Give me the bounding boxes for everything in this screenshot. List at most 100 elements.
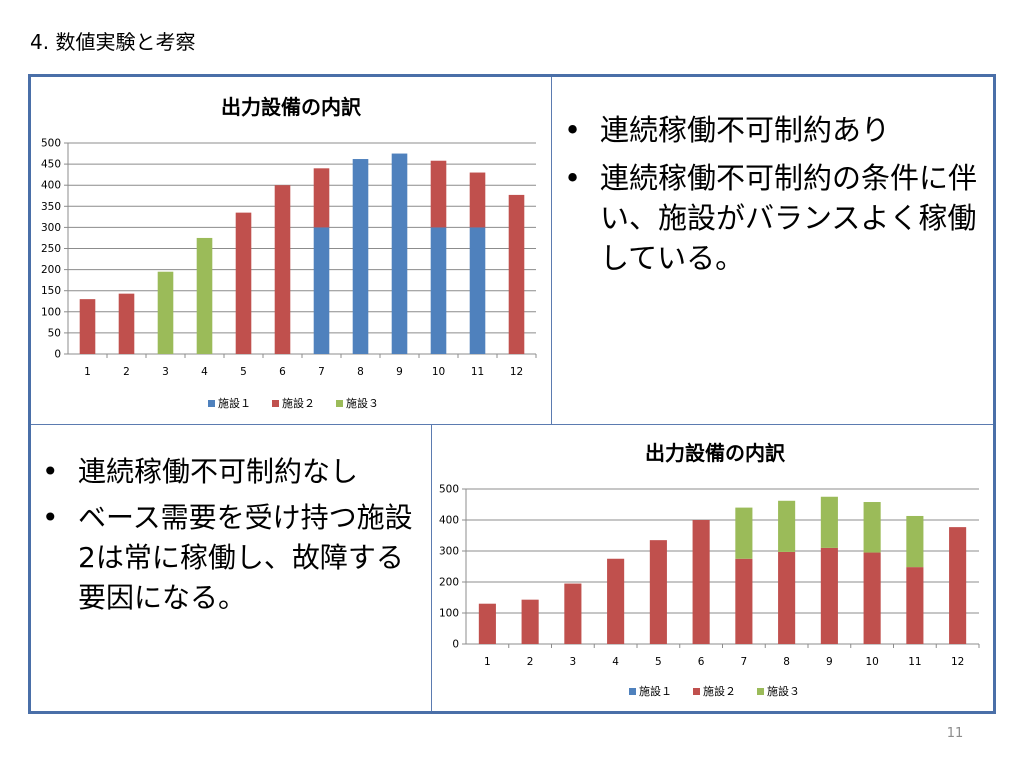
y-tick-label: 300	[439, 546, 459, 558]
y-tick-label: 100	[439, 608, 459, 620]
x-tick-label: 8	[783, 656, 790, 668]
x-tick-label: 6	[279, 366, 286, 378]
bar-segment	[352, 159, 369, 354]
bar-segment	[469, 227, 486, 354]
legend-label: 施設２	[703, 684, 736, 698]
x-tick-label: 2	[527, 656, 534, 668]
y-tick-label: 150	[41, 285, 61, 297]
x-tick-label: 7	[318, 366, 325, 378]
legend-label: 施設３	[346, 396, 379, 410]
legend-swatch	[208, 400, 215, 407]
legend-label: 施設１	[218, 396, 251, 410]
y-tick-label: 450	[41, 159, 61, 171]
x-tick-label: 11	[908, 656, 921, 668]
x-tick-label: 5	[655, 656, 662, 668]
bar-segment	[196, 237, 213, 354]
chart-title: 出力設備の内訳	[221, 95, 362, 119]
x-tick-label: 12	[951, 656, 964, 668]
legend-label: 施設３	[767, 684, 800, 698]
x-tick-label: 5	[240, 366, 247, 378]
bar-segment	[313, 168, 330, 228]
bar-segment	[649, 540, 667, 644]
x-tick-label: 2	[123, 366, 130, 378]
bar-segment	[508, 194, 525, 354]
bar-segment	[820, 547, 838, 644]
y-tick-label: 400	[41, 180, 61, 192]
bar-segment	[735, 558, 753, 644]
bar-segment	[521, 599, 539, 644]
bar-segment	[863, 502, 881, 553]
bar-segment	[478, 603, 496, 644]
bar-segment	[391, 153, 408, 354]
bar-segment	[118, 293, 135, 354]
bar-segment	[778, 551, 796, 644]
frame-divider-vertical-top	[551, 77, 552, 424]
chart-title: 出力設備の内訳	[645, 441, 786, 465]
legend-label: 施設２	[282, 396, 315, 410]
x-tick-label: 10	[865, 656, 878, 668]
y-tick-label: 0	[452, 639, 459, 651]
frame-divider-horizontal	[31, 424, 993, 425]
frame-divider-vertical-bottom	[431, 425, 432, 711]
x-tick-label: 1	[84, 366, 91, 378]
x-tick-label: 4	[612, 656, 619, 668]
bar-segment	[79, 299, 96, 354]
bar-segment	[564, 583, 582, 644]
legend-swatch	[272, 400, 279, 407]
bar-segment	[235, 212, 252, 354]
bar-segment	[906, 515, 924, 568]
bar-segment	[157, 271, 174, 354]
y-tick-label: 250	[41, 243, 61, 255]
y-tick-label: 50	[48, 327, 61, 339]
slide-title: 4. 数値実験と考察	[30, 30, 196, 54]
bar-segment	[430, 160, 447, 228]
bar-segment	[863, 552, 881, 644]
y-tick-label: 100	[41, 306, 61, 318]
y-tick-label: 350	[41, 201, 61, 213]
y-tick-label: 200	[41, 264, 61, 276]
legend-swatch	[629, 688, 636, 695]
y-tick-label: 500	[439, 484, 459, 496]
y-tick-label: 200	[439, 577, 459, 589]
x-tick-label: 7	[741, 656, 748, 668]
legend-swatch	[693, 688, 700, 695]
bar-segment	[735, 507, 753, 559]
bullet-item: 連続稼働不可制約あり	[556, 110, 986, 150]
bar-segment	[778, 500, 796, 552]
unconstrained-notes: 連続稼働不可制約なし ベース需要を受け持つ施設2は常に稼働し、故障する要因になる…	[34, 452, 426, 624]
x-tick-label: 11	[471, 366, 484, 378]
x-tick-label: 3	[162, 366, 169, 378]
x-tick-label: 3	[570, 656, 577, 668]
legend-swatch	[336, 400, 343, 407]
bar-segment	[313, 227, 330, 354]
legend-swatch	[757, 688, 764, 695]
x-tick-label: 4	[201, 366, 208, 378]
y-tick-label: 0	[54, 349, 61, 361]
bar-segment	[906, 567, 924, 644]
constrained-notes: 連続稼働不可制約あり 連続稼働不可制約の条件に伴い、施設がバランスよく稼働してい…	[556, 110, 986, 286]
bar-segment	[274, 185, 291, 354]
y-tick-label: 300	[41, 222, 61, 234]
bullet-item: 連続稼働不可制約なし	[34, 452, 426, 492]
bar-segment	[820, 496, 838, 548]
bullet-item: ベース需要を受け持つ施設2は常に稼働し、故障する要因になる。	[34, 498, 426, 618]
x-tick-label: 12	[510, 366, 523, 378]
y-tick-label: 400	[439, 515, 459, 527]
x-tick-label: 9	[826, 656, 833, 668]
x-tick-label: 8	[357, 366, 364, 378]
bar-segment	[949, 527, 967, 644]
legend-label: 施設１	[639, 684, 672, 698]
x-tick-label: 9	[396, 366, 403, 378]
page-number: 11	[946, 726, 964, 741]
x-tick-label: 1	[484, 656, 491, 668]
bar-segment	[692, 520, 710, 644]
x-tick-label: 10	[432, 366, 445, 378]
bar-segment	[469, 172, 486, 228]
x-tick-label: 6	[698, 656, 705, 668]
bar-segment	[430, 227, 447, 354]
bullet-item: 連続稼働不可制約の条件に伴い、施設がバランスよく稼働している。	[556, 158, 986, 278]
bar-segment	[607, 558, 625, 644]
content-frame	[28, 74, 996, 714]
